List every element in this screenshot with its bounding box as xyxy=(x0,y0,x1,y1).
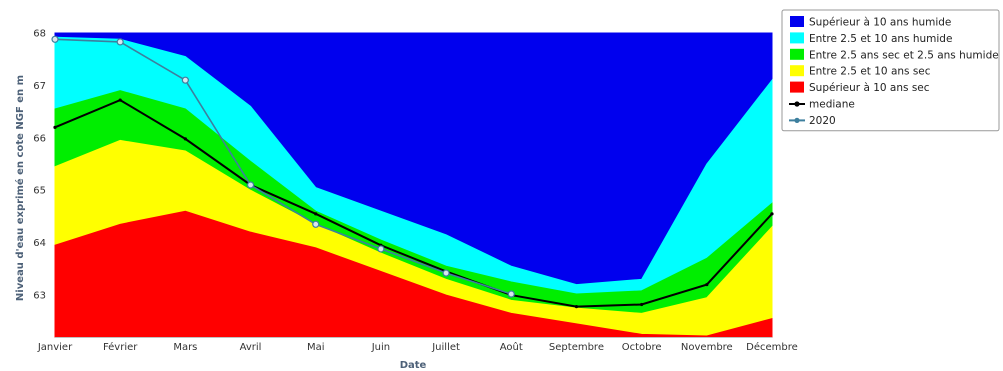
legend-label: Entre 2.5 ans sec et 2.5 ans humide xyxy=(809,49,999,61)
point-mediane[interactable] xyxy=(705,282,709,287)
legend-item-entre-2-5-et-10-ans-sec[interactable]: Entre 2.5 et 10 ans sec xyxy=(790,65,931,78)
point-2020[interactable] xyxy=(312,220,320,228)
point-mediane[interactable] xyxy=(640,302,644,307)
axes-layer: 63 64 65 66 67 68 Janvier Février Mars Avril Mai Ju… xyxy=(33,29,798,354)
x-tick-label: Février xyxy=(103,341,138,353)
x-tick-label: Mars xyxy=(173,342,197,353)
x-tick-label: Août xyxy=(500,341,523,353)
legend-item-entre-2-5-ans-sec-et-2-5-ans-humide[interactable]: Entre 2.5 ans sec et 2.5 ans humide xyxy=(790,48,999,62)
legend-label: Entre 2.5 et 10 ans humide xyxy=(809,33,952,45)
point-2020[interactable] xyxy=(377,245,385,253)
legend-item-mediane[interactable]: mediane xyxy=(789,99,855,111)
point-mediane[interactable] xyxy=(574,305,579,309)
y-tick-label: 64 xyxy=(33,238,46,249)
legend-label: 2020 xyxy=(809,115,836,127)
legend-item-entre-2-5-et-10-ans-humide[interactable]: Entre 2.5 et 10 ans humide xyxy=(790,32,952,45)
x-tick-label: Septembre xyxy=(549,342,604,353)
legend-item-superieur-a-10-ans-humide[interactable]: Supérieur à 10 ans humide xyxy=(790,16,951,29)
legend-swatch xyxy=(790,81,804,93)
legend-frame xyxy=(781,9,1000,132)
legend-item-2020[interactable]: 2020 xyxy=(789,115,836,127)
legend-marker xyxy=(794,117,800,123)
legend-label: Supérieur à 10 ans humide xyxy=(809,17,951,29)
x-axis-title: Date xyxy=(400,360,427,371)
band-superieur-a-10-ans-sec xyxy=(54,210,773,338)
bands-layer xyxy=(54,32,773,338)
y-tick-label: 63 xyxy=(33,291,46,302)
line-2020 xyxy=(54,38,512,295)
legend-swatch xyxy=(790,32,804,44)
legend-marker xyxy=(794,101,800,107)
lines-layer xyxy=(51,35,774,309)
y-axis-title: Niveau d'eau exprimé en cote NGF en m xyxy=(14,75,26,301)
legend-swatch xyxy=(790,65,804,77)
x-tick-label: Janvier xyxy=(37,342,73,353)
point-2020[interactable] xyxy=(507,290,515,298)
y-tick-label: 67 xyxy=(33,81,46,92)
y-tick-label: 65 xyxy=(33,186,46,197)
point-mediane[interactable] xyxy=(770,212,774,216)
legend-label: Entre 2.5 et 10 ans sec xyxy=(809,66,931,78)
legend-swatch xyxy=(790,16,804,27)
legend-label: Supérieur à 10 ans sec xyxy=(809,82,930,94)
x-tick-label: Décembre xyxy=(746,341,798,353)
point-2020[interactable] xyxy=(116,38,124,46)
x-tick-label: Octobre xyxy=(622,342,662,353)
line-mediane xyxy=(54,98,773,308)
point-2020[interactable] xyxy=(181,76,189,84)
y-tick-label: 68 xyxy=(33,29,46,40)
legend-item-superieur-a-10-ans-sec[interactable]: Supérieur à 10 ans sec xyxy=(790,81,930,95)
point-2020[interactable] xyxy=(442,269,450,277)
point-2020[interactable] xyxy=(51,35,59,43)
x-tick-label: Juin xyxy=(371,342,390,353)
point-mediane[interactable] xyxy=(314,212,318,216)
point-mediane[interactable] xyxy=(53,125,57,129)
legend-swatch xyxy=(790,48,804,60)
x-tick-label: Avril xyxy=(240,342,262,353)
point-mediane[interactable] xyxy=(183,137,187,141)
legend[interactable]: Supérieur à 10 ans humide Entre 2.5 et 10… xyxy=(781,9,1000,132)
x-tick-label: Juillet xyxy=(431,342,460,353)
legend-label: mediane xyxy=(809,99,855,111)
point-2020[interactable] xyxy=(246,181,255,189)
x-tick-label: Novembre xyxy=(681,342,733,353)
x-tick-label: Mai xyxy=(307,342,325,353)
point-mediane[interactable] xyxy=(118,98,122,102)
y-tick-label: 66 xyxy=(33,133,46,144)
